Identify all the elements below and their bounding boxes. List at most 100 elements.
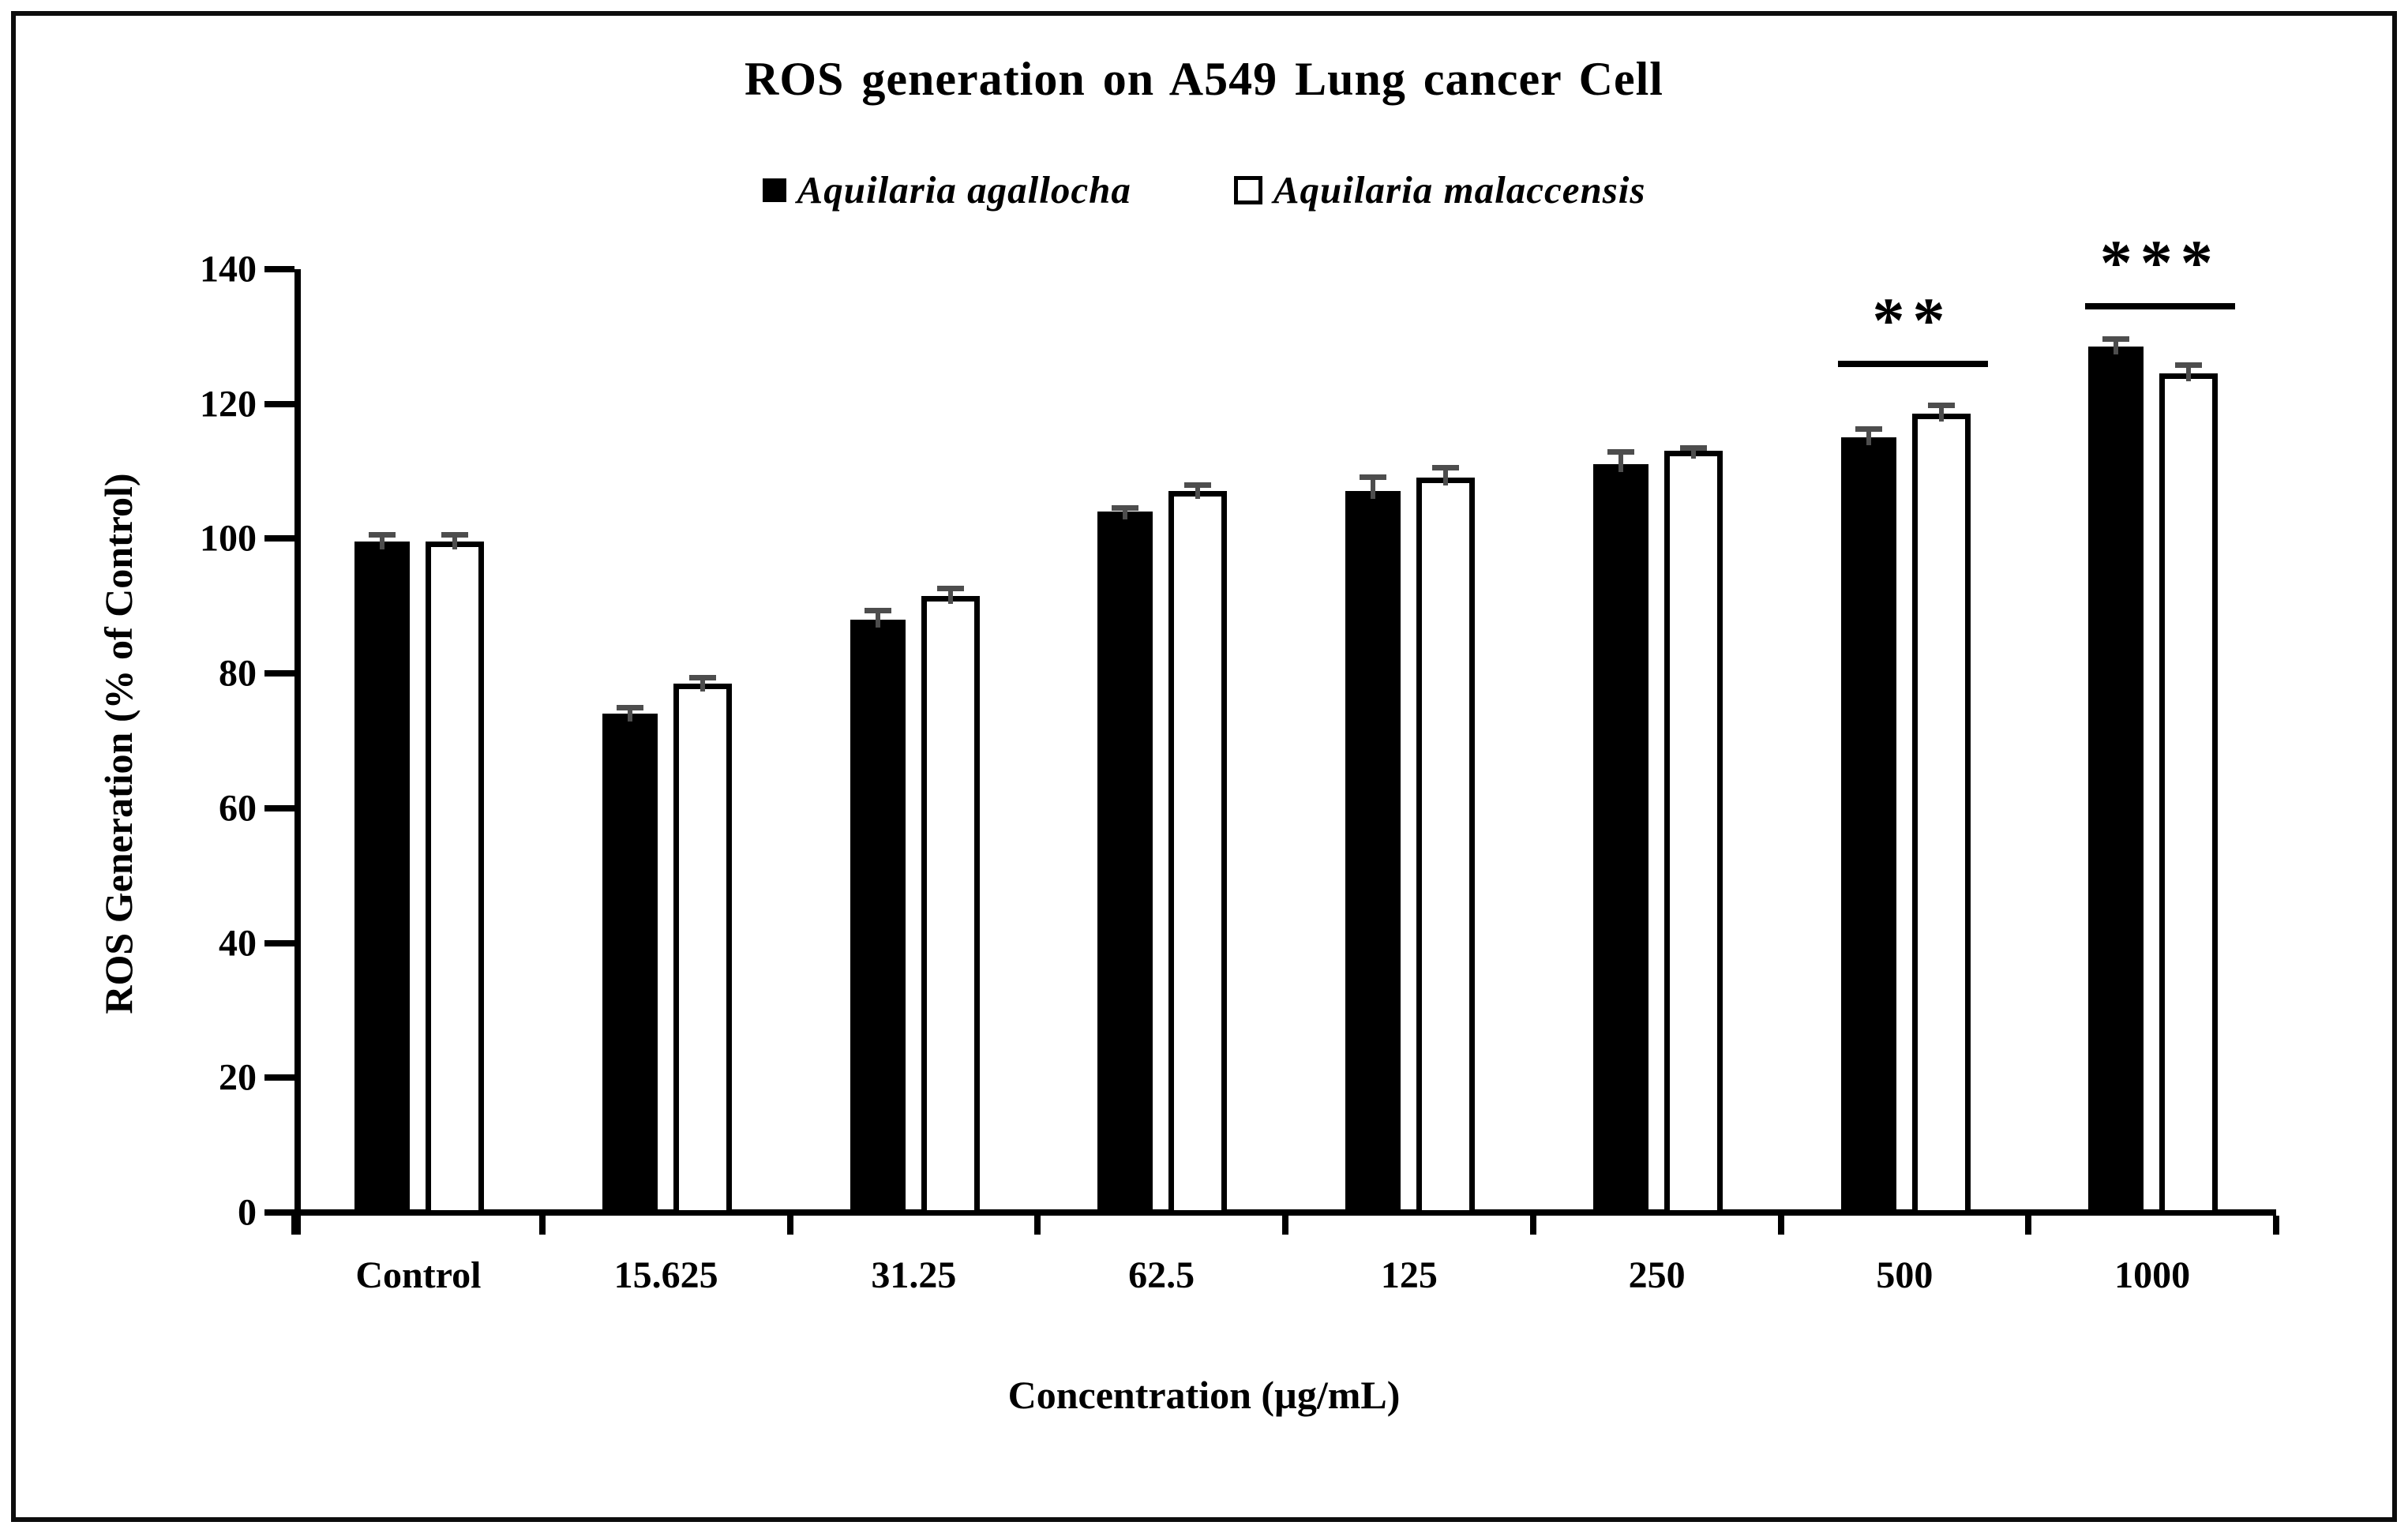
- x-axis-tick: [291, 1216, 298, 1235]
- y-axis-tick: [264, 670, 294, 677]
- error-bar-stem: [1123, 505, 1128, 519]
- error-bar: [369, 532, 396, 550]
- error-bar-stem: [2186, 362, 2192, 382]
- y-axis-tick: [264, 1209, 294, 1216]
- bar-filled-15.625: [602, 714, 658, 1216]
- x-category-label: 1000: [2114, 1254, 2191, 1296]
- significance-asterisks: **: [1872, 283, 1953, 356]
- y-axis-tick: [264, 535, 294, 542]
- y-tick-label: 140: [200, 248, 257, 290]
- error-bar: [1184, 482, 1212, 500]
- significance-asterisks: ***: [2099, 226, 2221, 298]
- error-bar-stem: [1618, 448, 1623, 473]
- filled-square-legend-marker: [762, 178, 786, 202]
- x-axis-tick: [2273, 1216, 2279, 1235]
- bar-filled-500: [1840, 437, 1896, 1216]
- error-bar-cap: [1855, 425, 1882, 432]
- y-axis-tick: [264, 1074, 294, 1081]
- error-bar-cap: [1112, 505, 1139, 512]
- error-bar-cap: [369, 532, 396, 538]
- significance-line: [1837, 360, 1988, 367]
- bar-filled-31.25: [850, 619, 906, 1216]
- error-bar: [1112, 505, 1139, 519]
- y-axis-tick: [264, 266, 294, 272]
- error-bar-stem: [380, 532, 384, 550]
- error-bar-cap: [1607, 448, 1634, 455]
- y-tick-label: 120: [200, 383, 257, 425]
- error-bar-stem: [1195, 482, 1201, 500]
- y-tick-label: 100: [200, 517, 257, 560]
- error-bar-cap: [2175, 362, 2203, 368]
- error-bar-stem: [1371, 474, 1375, 500]
- legend-item-malaccensis: Aquilaria malaccensis: [1233, 167, 1646, 212]
- error-bar-cap: [1360, 474, 1386, 481]
- y-tick-label: 80: [219, 652, 257, 695]
- y-tick-label: 40: [219, 922, 257, 965]
- error-bar-stem: [947, 585, 953, 604]
- legend-label: Aquilaria malaccensis: [1273, 168, 1646, 212]
- error-bar: [688, 675, 716, 692]
- error-bar-cap: [1679, 444, 1707, 451]
- bar-open-250: [1663, 451, 1723, 1216]
- x-category-label: 250: [1628, 1254, 1686, 1296]
- bar-open-1000: [2159, 373, 2219, 1216]
- error-bar-stem: [1443, 465, 1448, 486]
- error-bar-stem: [452, 532, 457, 550]
- error-bar-stem: [1866, 425, 1871, 446]
- y-tick-label: 0: [238, 1191, 257, 1234]
- figure-border-frame: [11, 11, 2397, 1522]
- legend-item-agallocha: Aquilaria agallocha: [762, 167, 1131, 212]
- bar-open-500: [1911, 414, 1971, 1216]
- y-tick-label: 20: [219, 1056, 257, 1099]
- y-axis-tick: [264, 400, 294, 407]
- y-axis-tick: [264, 804, 294, 811]
- bar-open-125: [1416, 478, 1475, 1216]
- x-category-label: Control: [355, 1254, 482, 1296]
- x-axis-tick: [1529, 1216, 1536, 1235]
- error-bar-cap: [1927, 402, 1955, 408]
- error-bar: [2175, 362, 2203, 382]
- error-bar: [1360, 474, 1386, 500]
- y-axis-line: [294, 269, 301, 1235]
- error-bar-stem: [700, 675, 705, 692]
- bar-open-62.5: [1168, 491, 1228, 1216]
- error-bar: [1432, 465, 1459, 486]
- error-bar-cap: [2102, 336, 2130, 343]
- x-category-label: 125: [1380, 1254, 1438, 1296]
- x-axis-tick: [1282, 1216, 1288, 1235]
- legend: Aquilaria agallocha Aquilaria malaccensi…: [0, 167, 2408, 212]
- bar-filled-62.5: [1097, 512, 1153, 1216]
- error-bar-cap: [864, 608, 891, 614]
- error-bar-cap: [688, 675, 716, 681]
- bar-open-Control: [426, 542, 484, 1216]
- y-axis-tick: [264, 939, 294, 946]
- error-bar: [616, 704, 643, 722]
- error-bar: [1927, 402, 1955, 422]
- bar-open-15.625: [673, 683, 732, 1216]
- x-axis-line: [264, 1209, 2276, 1216]
- x-category-label: 500: [1876, 1254, 1934, 1296]
- error-bar: [441, 532, 468, 550]
- error-bar-stem: [2114, 336, 2119, 354]
- x-axis-tick: [786, 1216, 793, 1235]
- bar-filled-250: [1592, 464, 1648, 1216]
- error-bar: [2102, 336, 2130, 354]
- error-bar-cap: [616, 704, 643, 710]
- x-axis-title: Concentration (µg/mL): [1007, 1373, 1401, 1417]
- error-bar: [1607, 448, 1634, 473]
- error-bar-cap: [441, 532, 468, 538]
- legend-label: Aquilaria agallocha: [797, 168, 1131, 212]
- x-axis-tick: [1777, 1216, 1784, 1235]
- error-bar: [864, 608, 891, 628]
- bar-filled-125: [1345, 491, 1401, 1216]
- x-axis-tick: [538, 1216, 546, 1235]
- x-axis-tick: [1034, 1216, 1041, 1235]
- x-category-label: 62.5: [1128, 1254, 1195, 1296]
- x-axis-tick: [2025, 1216, 2032, 1235]
- open-square-legend-marker: [1233, 175, 1262, 204]
- chart-title: ROS generation on A549 Lung cancer Cell: [745, 53, 1663, 105]
- bar-filled-Control: [354, 542, 410, 1216]
- error-bar-stem: [875, 608, 880, 628]
